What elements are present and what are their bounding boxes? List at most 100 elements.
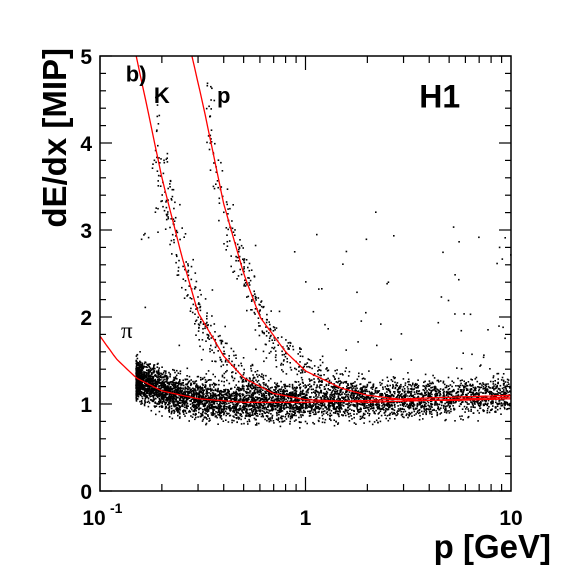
data-point (482, 385, 485, 388)
data-point (479, 402, 482, 404)
data-point (249, 412, 251, 414)
data-point (424, 373, 427, 376)
data-point (257, 402, 260, 404)
data-point (323, 395, 326, 398)
data-point (144, 385, 146, 387)
data-point (424, 405, 426, 408)
data-point (379, 384, 382, 386)
data-point (146, 369, 148, 371)
data-point (223, 412, 226, 414)
data-point (409, 403, 411, 405)
data-point (200, 401, 203, 403)
data-point (408, 414, 410, 416)
data-point (491, 400, 493, 403)
data-point (450, 410, 452, 413)
data-point (493, 389, 495, 391)
data-point (329, 397, 331, 399)
data-point (310, 396, 312, 398)
data-point (219, 400, 221, 402)
data-point (166, 398, 168, 400)
data-point (137, 384, 139, 386)
data-point (450, 391, 452, 393)
data-point (498, 402, 501, 404)
data-point (170, 394, 173, 397)
data-point (169, 391, 172, 393)
data-point (506, 401, 509, 404)
data-point (220, 412, 222, 414)
data-point (143, 391, 146, 394)
data-point (312, 388, 314, 391)
data-point (346, 399, 348, 402)
data-point (466, 388, 469, 390)
data-point (308, 412, 311, 415)
data-point (318, 420, 320, 423)
data-point (263, 410, 265, 413)
data-point (238, 418, 240, 420)
data-point (164, 401, 166, 404)
data-point (277, 390, 280, 392)
data-point (413, 408, 415, 411)
data-point (401, 395, 403, 398)
data-point (202, 405, 205, 407)
data-point (303, 402, 305, 405)
data-point (427, 404, 429, 407)
data-point (318, 407, 321, 409)
data-point (477, 396, 479, 398)
data-point (417, 384, 420, 387)
data-point (157, 396, 159, 399)
data-point (144, 399, 146, 402)
data-point (312, 391, 315, 393)
data-point (425, 391, 427, 394)
data-point (275, 388, 277, 390)
data-point (182, 387, 184, 389)
data-point (153, 389, 156, 392)
data-point (168, 371, 170, 374)
data-point (403, 388, 406, 390)
data-point (391, 405, 393, 407)
data-point (509, 390, 511, 392)
data-point (344, 396, 347, 399)
data-point (148, 394, 151, 397)
data-point (366, 396, 368, 399)
data-point (324, 394, 327, 396)
data-point (337, 405, 339, 408)
data-point (372, 385, 375, 387)
data-point (283, 396, 286, 398)
data-point (433, 398, 436, 400)
data-point (363, 417, 366, 419)
data-point (193, 404, 195, 406)
data-point (192, 410, 194, 412)
data-point (209, 398, 212, 400)
data-point (281, 400, 284, 403)
data-point (412, 395, 414, 397)
data-point (333, 393, 336, 395)
data-point (177, 389, 179, 392)
data-point (401, 393, 403, 395)
data-point (252, 392, 254, 395)
data-point (208, 397, 211, 400)
data-point (357, 411, 360, 414)
data-point (320, 392, 323, 394)
data-point (344, 399, 347, 401)
data-point (335, 402, 338, 404)
data-point (203, 403, 205, 406)
data-point (305, 397, 307, 400)
data-point (169, 398, 171, 400)
data-point (249, 392, 251, 394)
data-point (201, 383, 204, 385)
data-point (266, 415, 269, 417)
data-point (487, 391, 490, 393)
data-point (383, 405, 386, 407)
data-point (459, 415, 461, 418)
data-point (207, 400, 210, 402)
data-point (400, 396, 403, 399)
data-point (270, 409, 272, 412)
data-point (286, 400, 289, 402)
data-point (440, 404, 443, 407)
data-point (261, 410, 264, 412)
data-point (185, 407, 188, 409)
data-point (242, 408, 244, 411)
data-point (404, 395, 407, 398)
data-point (304, 407, 307, 410)
data-point (419, 403, 421, 405)
